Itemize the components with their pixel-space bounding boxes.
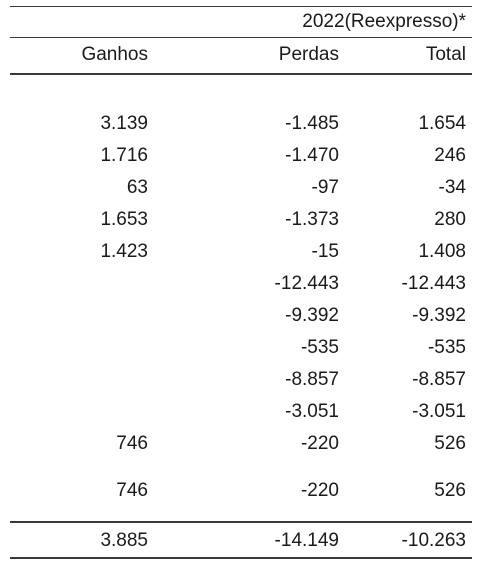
- cell-total: 246: [434, 145, 466, 166]
- cell-total: -34: [438, 177, 466, 198]
- cell-perdas: -3.051: [285, 401, 339, 422]
- cell-ganhos: 63: [126, 177, 148, 198]
- cell-perdas: -97: [311, 177, 339, 198]
- cell-perdas: -1.485: [285, 113, 339, 134]
- total-perdas: -14.149: [274, 530, 339, 551]
- cell-perdas: -12.443: [274, 273, 339, 294]
- header-rule: [10, 73, 472, 75]
- cell-ganhos: 1.716: [100, 145, 148, 166]
- cell-perdas: -1.470: [285, 145, 339, 166]
- cell-total: 526: [434, 433, 466, 454]
- cell-total: 1.408: [418, 241, 466, 262]
- cell-ganhos: 746: [116, 480, 148, 501]
- cell-ganhos: 1.423: [100, 241, 148, 262]
- cell-perdas: -220: [300, 433, 339, 454]
- cell-total: 1.654: [418, 113, 466, 134]
- cell-total: -12.443: [401, 273, 466, 294]
- total-total: -10.263: [401, 530, 466, 551]
- totals-top-rule: [10, 521, 472, 523]
- cell-ganhos: 3.139: [100, 113, 148, 134]
- cell-total: -8.857: [412, 369, 466, 390]
- total-ganhos: 3.885: [100, 530, 148, 551]
- cell-perdas: -1.373: [285, 209, 339, 230]
- cell-total: -3.051: [412, 401, 466, 422]
- period-rule: [10, 37, 472, 38]
- period-label: 2022(Reexpresso)*: [302, 11, 466, 32]
- header-ganhos: Ganhos: [81, 44, 148, 65]
- header-total: Total: [425, 44, 466, 65]
- cell-perdas: -9.392: [285, 305, 339, 326]
- cell-total: -9.392: [412, 305, 466, 326]
- cell-perdas: -15: [311, 241, 339, 262]
- cell-ganhos: 1.653: [100, 209, 148, 230]
- cell-total: 526: [434, 480, 466, 501]
- header-perdas: Perdas: [278, 44, 339, 65]
- top-rule: [10, 6, 472, 7]
- cell-total: -535: [427, 337, 466, 358]
- cell-perdas: -220: [300, 480, 339, 501]
- bottom-rule: [10, 557, 472, 559]
- cell-perdas: -8.857: [285, 369, 339, 390]
- cell-ganhos: 746: [116, 433, 148, 454]
- cell-total: 280: [434, 209, 466, 230]
- cell-perdas: -535: [300, 337, 339, 358]
